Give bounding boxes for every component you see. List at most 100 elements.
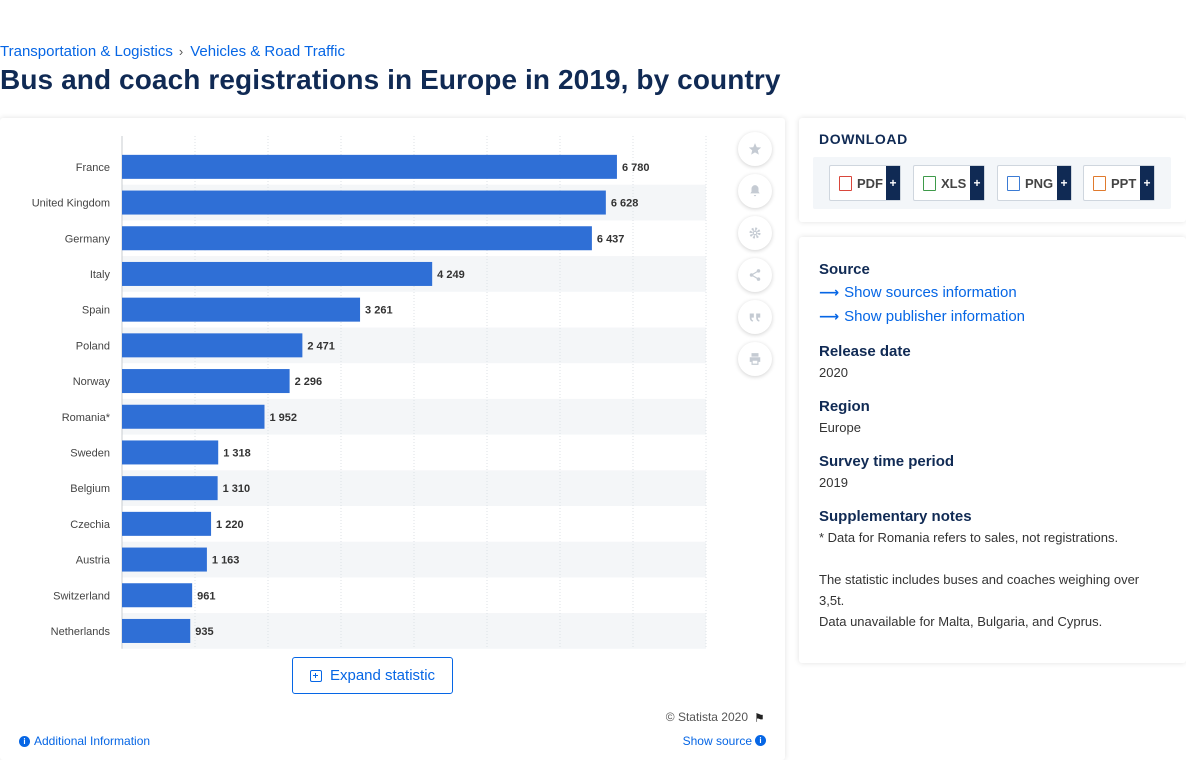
chart-toolbar	[738, 132, 772, 384]
bar	[122, 511, 212, 536]
value-label: 3 261	[365, 305, 393, 317]
bar	[122, 226, 592, 251]
value-label: 2 296	[295, 376, 323, 388]
breadcrumb: Transportation & Logistics › Vehicles & …	[0, 43, 345, 60]
supplementary-note-romania: * Data for Romania refers to sales, not …	[819, 530, 1119, 545]
png-plus-icon[interactable]: +	[1057, 166, 1071, 200]
row-background	[122, 470, 706, 506]
value-label: 1 310	[223, 483, 251, 495]
expand-statistic-button[interactable]: Expand statistic	[292, 657, 453, 694]
bar	[122, 261, 433, 286]
value-label: 1 163	[212, 555, 240, 567]
category-label: United Kingdom	[32, 198, 110, 210]
value-label: 1 318	[223, 447, 251, 459]
show-publisher-information-label: Show publisher information	[844, 308, 1026, 325]
bar	[122, 618, 191, 643]
arrow-right-icon: ⟶	[819, 308, 840, 324]
bar	[122, 297, 361, 322]
download-xls-button[interactable]: XLS +	[913, 165, 985, 201]
bar	[122, 476, 218, 501]
breadcrumb-vehicles-road-traffic[interactable]: Vehicles & Road Traffic	[190, 43, 346, 60]
value-label: 6 780	[622, 162, 650, 174]
value-label: 2 471	[307, 340, 335, 352]
arrow-right-icon: ⟶	[819, 284, 840, 300]
download-pdf-label: PDF	[857, 175, 883, 191]
supplementary-notes-heading: Supplementary notes	[819, 508, 972, 525]
star-icon[interactable]	[738, 132, 772, 166]
bar	[122, 547, 207, 572]
supplementary-note-unavailable: Data unavailable for Malta, Bulgaria, an…	[819, 614, 1103, 629]
category-label: Poland	[76, 340, 110, 352]
bell-icon[interactable]	[738, 174, 772, 208]
source-info-icon[interactable]: i	[755, 735, 766, 746]
category-label: Sweden	[70, 447, 110, 459]
category-label: Spain	[82, 305, 110, 317]
expand-icon	[309, 669, 322, 682]
bar	[122, 369, 290, 394]
pdf-file-icon	[839, 175, 852, 191]
info-icon: i	[19, 735, 30, 747]
bar	[122, 404, 265, 429]
download-png-button[interactable]: PNG +	[997, 165, 1072, 201]
category-label: Norway	[73, 376, 111, 388]
bar	[122, 154, 617, 179]
download-png-label: PNG	[1025, 175, 1054, 191]
chart-card: France 6 780 United Kingdom 6 628 Germany 6 4…	[0, 118, 785, 760]
download-ppt-label: PPT	[1111, 175, 1137, 191]
pdf-plus-icon[interactable]: +	[886, 166, 900, 200]
value-label: 1 220	[216, 519, 244, 531]
download-card: DOWNLOAD PDF + XLS + PNG + PPT +	[799, 118, 1186, 222]
share-icon[interactable]	[738, 258, 772, 292]
page-title: Bus and coach registrations in Europe in…	[0, 64, 781, 95]
category-label: Romania*	[62, 412, 111, 424]
print-icon[interactable]	[738, 342, 772, 376]
statistic-details-card: Source ⟶ Show sources information ⟶ Show…	[799, 237, 1186, 663]
value-label: 961	[197, 590, 215, 602]
ppt-file-icon	[1093, 175, 1106, 191]
download-pdf-button[interactable]: PDF +	[829, 165, 901, 201]
category-label: Austria	[76, 555, 111, 567]
additional-information-label: Additional Information	[34, 734, 151, 748]
value-label: 1 952	[269, 412, 297, 424]
download-xls-label: XLS	[941, 175, 967, 191]
category-label: Czechia	[70, 519, 111, 531]
category-label: Belgium	[70, 483, 110, 495]
ppt-plus-icon[interactable]: +	[1140, 166, 1154, 200]
category-label: Netherlands	[51, 626, 111, 638]
breadcrumb-separator: ›	[178, 44, 184, 59]
bar-chart: France 6 780 United Kingdom 6 628 Germany 6 4…	[32, 136, 707, 649]
download-title: DOWNLOAD	[819, 131, 908, 147]
gear-icon[interactable]	[738, 216, 772, 250]
bar	[122, 333, 303, 358]
value-label: 935	[195, 626, 213, 638]
expand-statistic-label: Expand statistic	[329, 667, 436, 684]
value-label: 6 628	[611, 198, 639, 210]
download-buttons: PDF + XLS + PNG + PPT +	[813, 157, 1171, 209]
xls-plus-icon[interactable]: +	[970, 166, 984, 200]
show-source-link[interactable]: Show source	[682, 734, 752, 748]
supplementary-note-weight: The statistic includes buses and coaches…	[819, 572, 1140, 608]
release-date-value: 2020	[819, 365, 848, 380]
show-sources-information-label: Show sources information	[844, 284, 1017, 301]
source-heading: Source	[819, 261, 870, 278]
quote-icon[interactable]	[738, 300, 772, 334]
xls-file-icon	[923, 175, 936, 191]
flag-icon[interactable]: ⚑	[754, 711, 765, 725]
survey-time-period-value: 2019	[819, 475, 848, 490]
show-sources-information-link[interactable]: ⟶ Show sources information	[819, 284, 1017, 301]
region-heading: Region	[819, 398, 870, 415]
survey-time-period-heading: Survey time period	[819, 453, 955, 470]
bar	[122, 190, 606, 215]
release-date-heading: Release date	[819, 343, 911, 360]
category-label: France	[76, 162, 110, 174]
show-publisher-information-link[interactable]: ⟶ Show publisher information	[819, 308, 1025, 325]
region-value: Europe	[819, 420, 861, 435]
category-label: Germany	[65, 233, 111, 245]
copyright: © Statista 2020	[665, 710, 748, 724]
category-label: Italy	[90, 269, 111, 281]
value-label: 6 437	[597, 233, 625, 245]
additional-information-link[interactable]: i Additional Information	[19, 734, 150, 748]
breadcrumb-transportation-logistics[interactable]: Transportation & Logistics	[0, 43, 173, 60]
value-label: 4 249	[437, 269, 465, 281]
download-ppt-button[interactable]: PPT +	[1083, 165, 1155, 201]
